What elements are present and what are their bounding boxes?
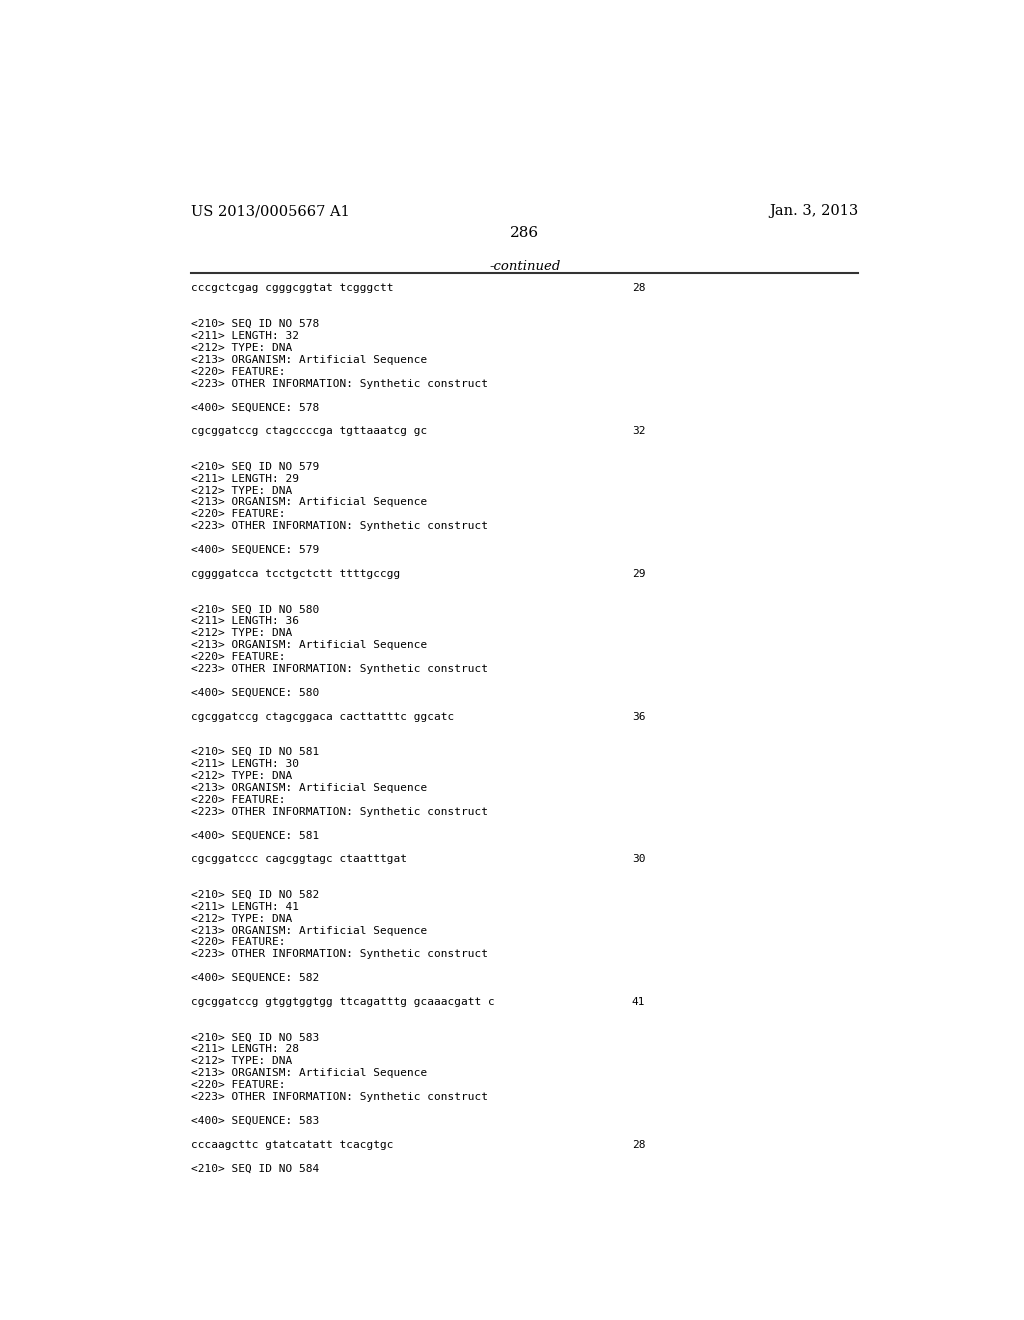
Text: <400> SEQUENCE: 582: <400> SEQUENCE: 582 [191,973,319,983]
Text: <223> OTHER INFORMATION: Synthetic construct: <223> OTHER INFORMATION: Synthetic const… [191,379,488,388]
Text: 32: 32 [632,426,645,436]
Text: <210> SEQ ID NO 583: <210> SEQ ID NO 583 [191,1032,319,1043]
Text: cggggatcca tcctgctctt ttttgccgg: cggggatcca tcctgctctt ttttgccgg [191,569,400,579]
Text: <400> SEQUENCE: 579: <400> SEQUENCE: 579 [191,545,319,554]
Text: <213> ORGANISM: Artificial Sequence: <213> ORGANISM: Artificial Sequence [191,783,428,793]
Text: <213> ORGANISM: Artificial Sequence: <213> ORGANISM: Artificial Sequence [191,355,428,364]
Text: <223> OTHER INFORMATION: Synthetic construct: <223> OTHER INFORMATION: Synthetic const… [191,664,488,675]
Text: 28: 28 [632,1139,645,1150]
Text: cgcggatccg ctagccccga tgttaaatcg gc: cgcggatccg ctagccccga tgttaaatcg gc [191,426,428,436]
Text: <223> OTHER INFORMATION: Synthetic construct: <223> OTHER INFORMATION: Synthetic const… [191,521,488,531]
Text: <212> TYPE: DNA: <212> TYPE: DNA [191,628,293,639]
Text: <211> LENGTH: 30: <211> LENGTH: 30 [191,759,299,770]
Text: <400> SEQUENCE: 578: <400> SEQUENCE: 578 [191,403,319,412]
Text: 286: 286 [510,227,540,240]
Text: <211> LENGTH: 32: <211> LENGTH: 32 [191,331,299,341]
Text: cccaagcttc gtatcatatt tcacgtgc: cccaagcttc gtatcatatt tcacgtgc [191,1139,394,1150]
Text: <210> SEQ ID NO 579: <210> SEQ ID NO 579 [191,462,319,471]
Text: <220> FEATURE:: <220> FEATURE: [191,1080,286,1090]
Text: cccgctcgag cgggcggtat tcgggctt: cccgctcgag cgggcggtat tcgggctt [191,284,394,293]
Text: <213> ORGANISM: Artificial Sequence: <213> ORGANISM: Artificial Sequence [191,1068,428,1078]
Text: cgcggatccg gtggtggtgg ttcagatttg gcaaacgatt c: cgcggatccg gtggtggtgg ttcagatttg gcaaacg… [191,997,496,1007]
Text: <211> LENGTH: 36: <211> LENGTH: 36 [191,616,299,627]
Text: <213> ORGANISM: Artificial Sequence: <213> ORGANISM: Artificial Sequence [191,498,428,507]
Text: <211> LENGTH: 29: <211> LENGTH: 29 [191,474,299,483]
Text: <400> SEQUENCE: 583: <400> SEQUENCE: 583 [191,1115,319,1126]
Text: <211> LENGTH: 28: <211> LENGTH: 28 [191,1044,299,1055]
Text: <400> SEQUENCE: 580: <400> SEQUENCE: 580 [191,688,319,698]
Text: 28: 28 [632,284,645,293]
Text: <210> SEQ ID NO 581: <210> SEQ ID NO 581 [191,747,319,758]
Text: <220> FEATURE:: <220> FEATURE: [191,652,286,663]
Text: <213> ORGANISM: Artificial Sequence: <213> ORGANISM: Artificial Sequence [191,640,428,651]
Text: 36: 36 [632,711,645,722]
Text: <213> ORGANISM: Artificial Sequence: <213> ORGANISM: Artificial Sequence [191,925,428,936]
Text: -continued: -continued [489,260,560,273]
Text: <400> SEQUENCE: 581: <400> SEQUENCE: 581 [191,830,319,841]
Text: 30: 30 [632,854,645,865]
Text: <212> TYPE: DNA: <212> TYPE: DNA [191,771,293,781]
Text: US 2013/0005667 A1: US 2013/0005667 A1 [191,205,350,218]
Text: <212> TYPE: DNA: <212> TYPE: DNA [191,343,293,352]
Text: cgcggatccc cagcggtagc ctaatttgat: cgcggatccc cagcggtagc ctaatttgat [191,854,408,865]
Text: <212> TYPE: DNA: <212> TYPE: DNA [191,913,293,924]
Text: <212> TYPE: DNA: <212> TYPE: DNA [191,486,293,495]
Text: cgcggatccg ctagcggaca cacttatttc ggcatc: cgcggatccg ctagcggaca cacttatttc ggcatc [191,711,455,722]
Text: <220> FEATURE:: <220> FEATURE: [191,367,286,376]
Text: 29: 29 [632,569,645,579]
Text: <220> FEATURE:: <220> FEATURE: [191,510,286,519]
Text: <210> SEQ ID NO 578: <210> SEQ ID NO 578 [191,319,319,329]
Text: <212> TYPE: DNA: <212> TYPE: DNA [191,1056,293,1067]
Text: <220> FEATURE:: <220> FEATURE: [191,795,286,805]
Text: Jan. 3, 2013: Jan. 3, 2013 [769,205,858,218]
Text: <223> OTHER INFORMATION: Synthetic construct: <223> OTHER INFORMATION: Synthetic const… [191,807,488,817]
Text: <223> OTHER INFORMATION: Synthetic construct: <223> OTHER INFORMATION: Synthetic const… [191,949,488,960]
Text: <210> SEQ ID NO 580: <210> SEQ ID NO 580 [191,605,319,615]
Text: 41: 41 [632,997,645,1007]
Text: <210> SEQ ID NO 584: <210> SEQ ID NO 584 [191,1163,319,1173]
Text: <211> LENGTH: 41: <211> LENGTH: 41 [191,902,299,912]
Text: <220> FEATURE:: <220> FEATURE: [191,937,286,948]
Text: <223> OTHER INFORMATION: Synthetic construct: <223> OTHER INFORMATION: Synthetic const… [191,1092,488,1102]
Text: <210> SEQ ID NO 582: <210> SEQ ID NO 582 [191,890,319,900]
